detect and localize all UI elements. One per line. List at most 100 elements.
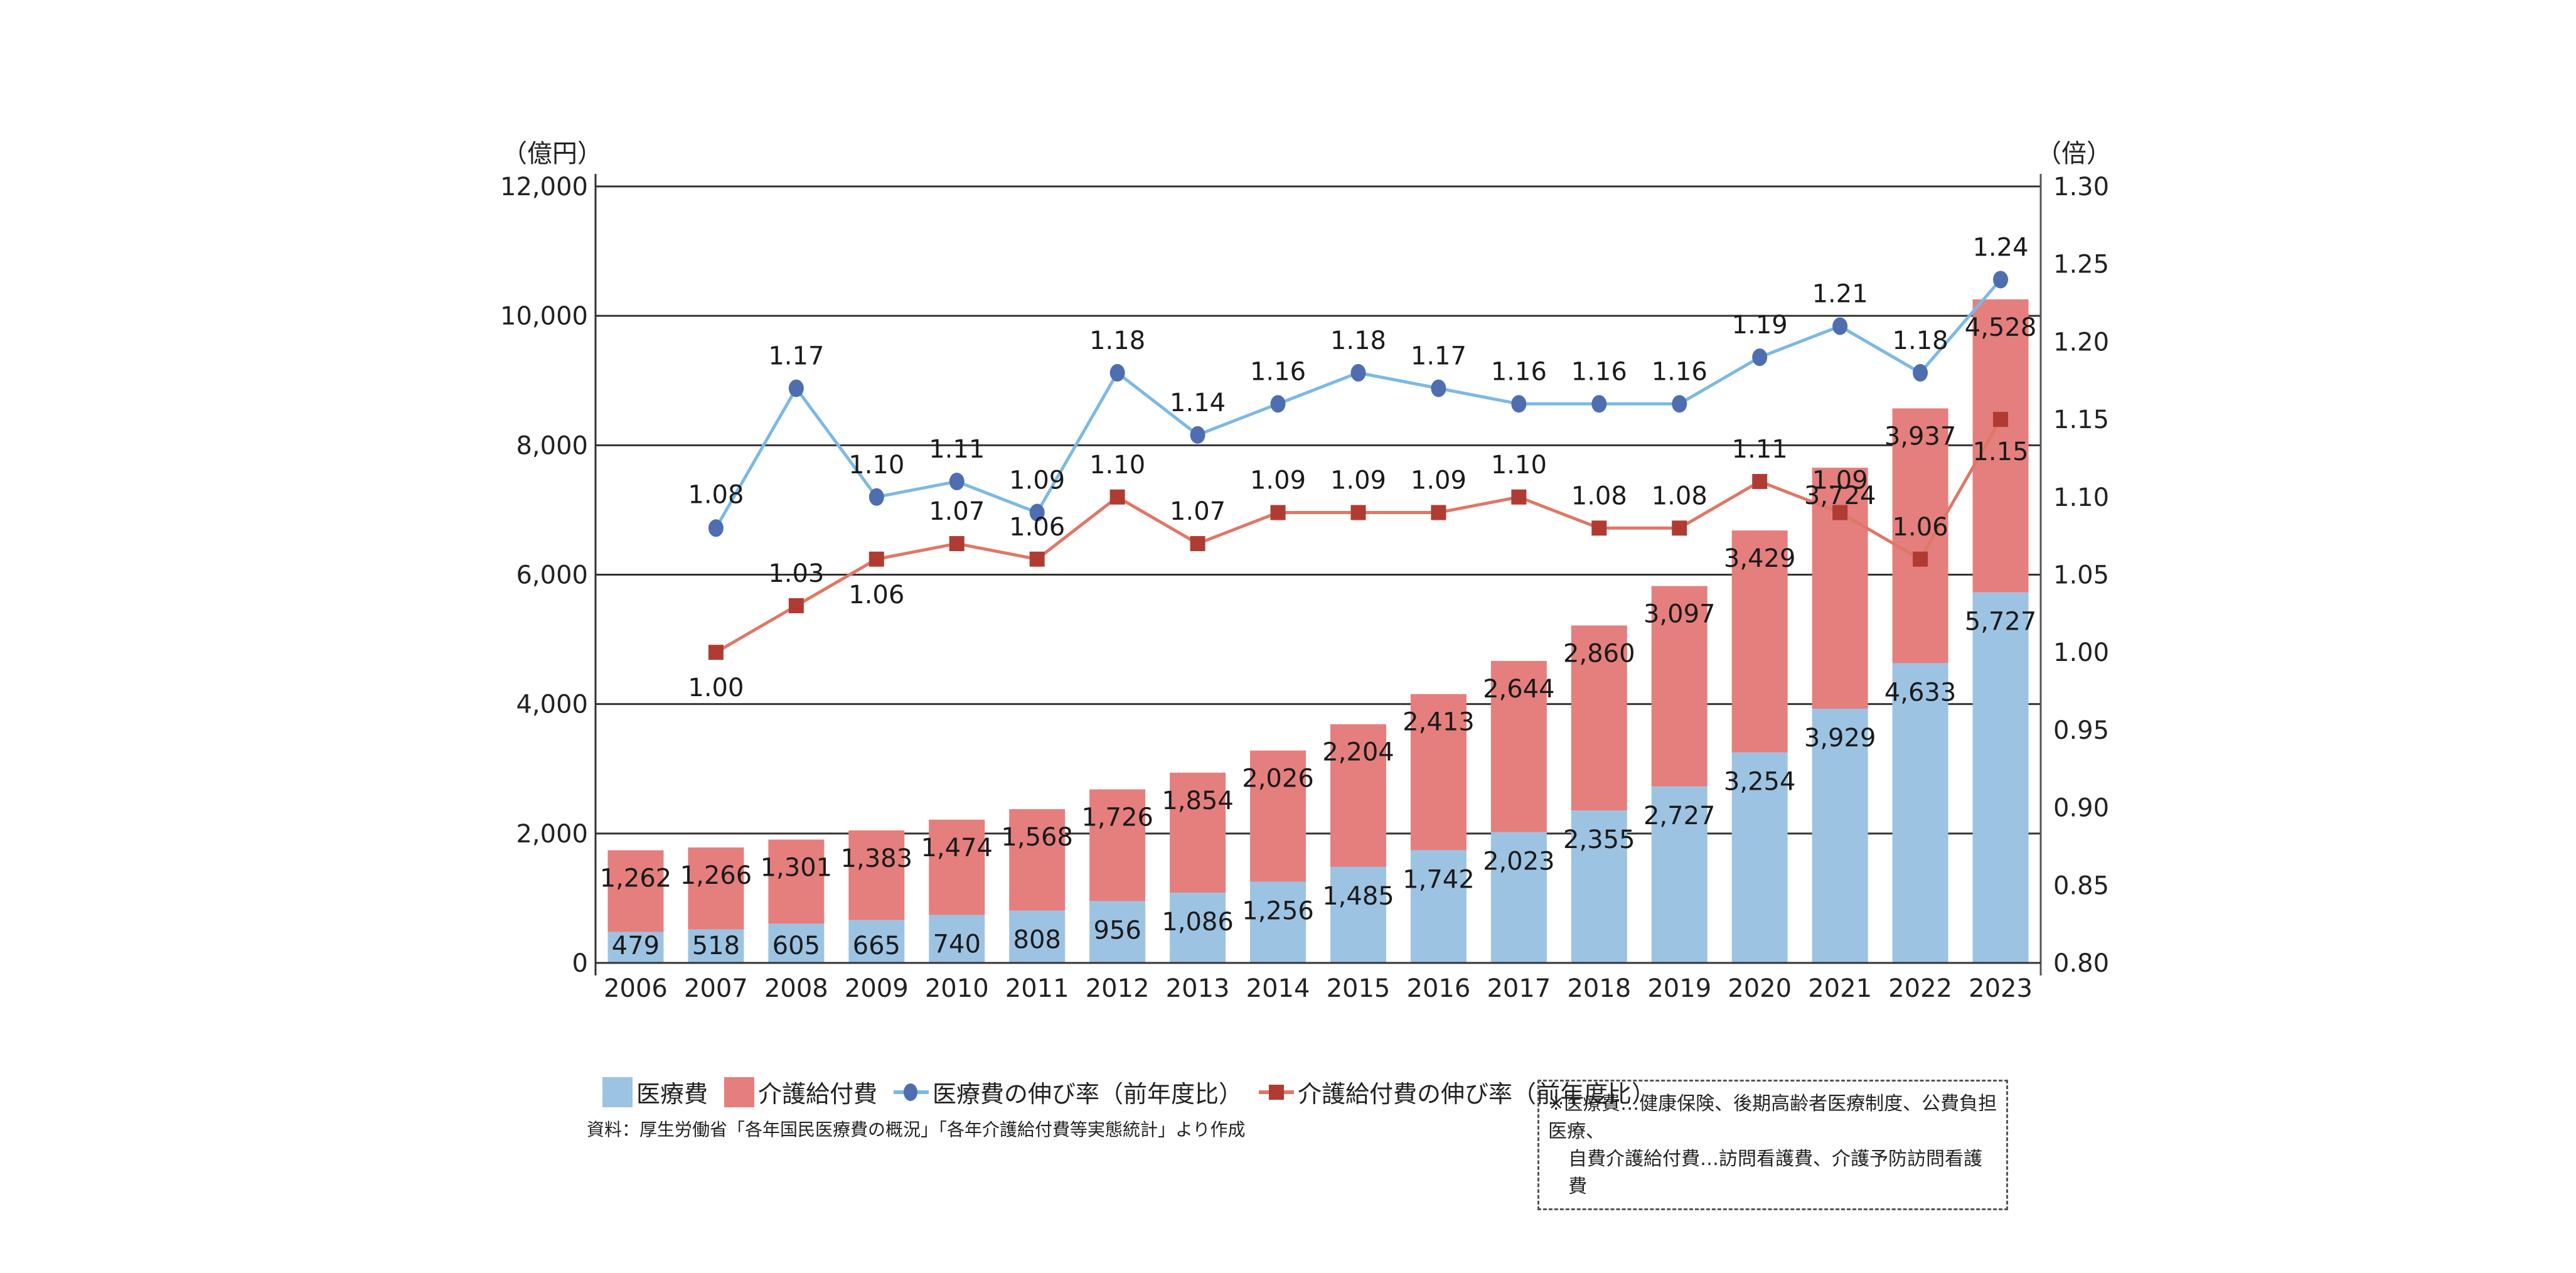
line-medical-growth-label: 1.18: [1089, 326, 1145, 355]
marker-care-growth: [1029, 551, 1045, 567]
line-medical-growth-label: 1.18: [1330, 326, 1386, 355]
bar-care-label: 2,204: [1322, 738, 1394, 767]
bar-care-label: 2,026: [1242, 765, 1314, 793]
line-care-growth-label: 1.10: [1089, 451, 1145, 480]
line-care-growth-label: 1.09: [1411, 466, 1467, 495]
bar-care: [1089, 789, 1146, 901]
left-axis-tick-label: 2,000: [516, 820, 588, 849]
line-care-growth-label: 1.06: [1893, 513, 1948, 542]
x-axis-tick-label: 2016: [1407, 974, 1471, 1003]
marker-care-growth: [1832, 505, 1848, 520]
x-axis-tick-label: 2017: [1487, 974, 1551, 1003]
x-axis-tick-label: 2018: [1567, 974, 1631, 1003]
left-axis-tick-label: 4,000: [516, 690, 588, 719]
bar-medical-label: 1,485: [1322, 882, 1394, 911]
line-care-growth-label: 1.07: [929, 497, 985, 526]
bar-care-label: 3,097: [1643, 600, 1716, 629]
marker-medical-growth: [1832, 317, 1848, 335]
marker-medical-growth: [1190, 426, 1205, 444]
line-care-growth-label: 1.06: [1009, 513, 1065, 542]
line-medical-growth-label: 1.16: [1250, 357, 1306, 386]
marker-medical-growth: [1029, 503, 1045, 522]
line-care-growth-label: 1.06: [848, 581, 904, 610]
x-axis-tick-label: 2020: [1728, 974, 1792, 1003]
bar-care-label: 3,724: [1804, 481, 1876, 510]
data-labels: 479 1,262 518 1,266 605 1,301 665 1,383 740 1,474…: [600, 233, 2037, 960]
right-axis-tick-label: 0.85: [2053, 871, 2109, 900]
line-care-growth-label: 1.08: [1652, 481, 1708, 510]
marker-medical-growth: [1431, 379, 1446, 397]
x-axis-tick-label: 2007: [684, 974, 748, 1003]
legend-item-medical: 医療費: [602, 1075, 708, 1109]
line-care-growth-label: 1.09: [1330, 466, 1386, 495]
marker-care-growth: [949, 536, 965, 552]
marker-care-growth: [1190, 536, 1205, 552]
x-axis-tick-label: 2012: [1086, 974, 1150, 1003]
bar-care-label: 1,568: [1001, 823, 1073, 852]
bar-care: [768, 839, 825, 924]
left-axis-tick-label: 10,000: [500, 302, 588, 331]
marker-care-growth: [868, 551, 884, 567]
line-care-growth: [715, 418, 2002, 654]
left-axis-tick-label: 6,000: [516, 561, 588, 590]
legend-label-medical-growth: 医療費の伸び率（前年度比）: [933, 1080, 1243, 1108]
line-care-growth-label: 1.08: [1571, 481, 1627, 510]
bar-medical: [688, 929, 744, 963]
bar-medical: [1812, 708, 1868, 963]
line-care-growth-label: 1.03: [768, 559, 824, 588]
line-medical-growth-label: 1.14: [1170, 389, 1226, 417]
line-medical-growth-label: 1.16: [1491, 357, 1547, 386]
bar-medical: [607, 932, 664, 963]
marker-medical-growth: [1672, 395, 1687, 413]
bar-medical-label: 808: [1013, 926, 1061, 955]
line-medical-growth-label: 1.08: [688, 480, 744, 509]
x-axis-tick-label: 2023: [1969, 974, 2033, 1003]
bar-care: [1250, 750, 1307, 882]
bar-care: [848, 830, 905, 920]
bar-medical: [848, 920, 905, 963]
bar-medical: [1571, 810, 1627, 963]
bar-medical: [929, 915, 985, 963]
marker-care-growth: [1672, 520, 1687, 536]
square-marker-icon: [1259, 1077, 1295, 1107]
line-care-growth-label: 1.07: [1170, 497, 1226, 526]
marker-medical-growth: [708, 519, 724, 537]
x-axis-tick-label: 2009: [845, 974, 909, 1003]
line-medical-growth-label: 1.16: [1652, 357, 1708, 386]
x-axis-tick-label: 2013: [1166, 974, 1230, 1003]
note-line-2: 自費介護給付費…訪問看護費、介護予防訪問看護費: [1568, 1148, 1982, 1198]
x-axis-tick-label: 2011: [1005, 974, 1069, 1003]
marker-care-growth: [1591, 520, 1607, 536]
bar-medical: [1250, 881, 1307, 963]
left-axis-tick-label: 8,000: [516, 431, 588, 460]
right-axis-tick-label: 1.25: [2053, 250, 2109, 279]
bar-medical-label: 1,256: [1242, 897, 1314, 926]
right-axis-unit: （倍）: [2036, 139, 2112, 168]
bar-medical-label: 3,254: [1724, 768, 1796, 797]
bar-medical-label: 1,742: [1403, 865, 1475, 894]
line-care-growth-label: 1.11: [1732, 435, 1788, 464]
x-axis-tick-label: 2015: [1327, 974, 1391, 1003]
bar-care: [1170, 772, 1226, 893]
bar-care-label: 3,937: [1884, 422, 1957, 451]
bar-medical: [1972, 592, 2029, 963]
marker-medical-growth: [1752, 348, 1768, 367]
legend-swatch-medical: [602, 1077, 633, 1107]
bar-medical: [768, 923, 825, 963]
marker-medical-growth: [788, 379, 804, 397]
bar-medical: [1170, 893, 1226, 963]
line-medical-growth-label: 1.18: [1893, 326, 1948, 355]
marker-medical-growth: [868, 488, 884, 506]
line-medical-growth-label: 1.19: [1732, 311, 1788, 340]
x-axis-tick-label: 2021: [1808, 974, 1872, 1003]
bar-medical: [1089, 901, 1146, 963]
bar-care: [1009, 809, 1066, 911]
bar-medical: [1009, 910, 1066, 963]
note-line-1: ※医療費…健康保険、後期高齢者医療制度、公費負担医療、: [1548, 1093, 1997, 1142]
bar-medical-label: 1,086: [1162, 908, 1234, 937]
bar-care-label: 4,528: [1965, 313, 2037, 342]
marker-medical-growth: [1270, 395, 1286, 413]
bar-care: [1330, 724, 1386, 867]
marker-care-growth: [1913, 551, 1928, 567]
marker-medical-growth: [1511, 395, 1527, 413]
